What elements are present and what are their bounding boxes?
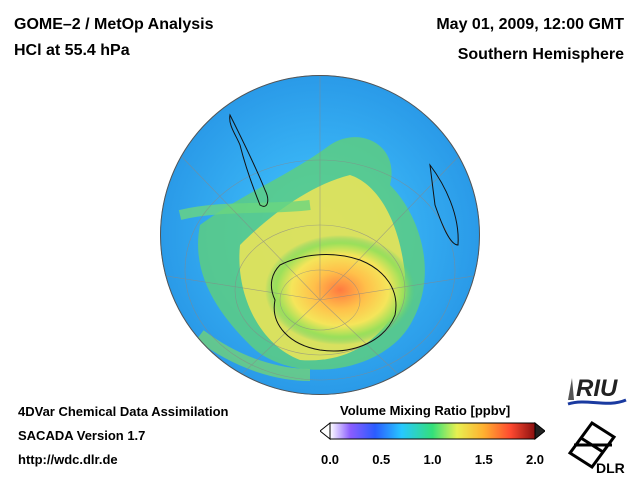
colorbar-tick-label: 1.0 [423, 452, 442, 467]
map-title: GOME–2 / MetOp Analysis [14, 16, 214, 33]
map-date: May 01, 2009, 12:00 GMT [436, 16, 624, 33]
globe-rim [160, 75, 480, 395]
graticule [160, 75, 480, 395]
colorbar-title: Volume Mixing Ratio [ppbv] [340, 403, 511, 418]
colorbar-high-arrow [534, 421, 545, 441]
dlr-logo: DLR [567, 420, 625, 475]
hcl-filament [178, 200, 311, 220]
hcl-filament-south [196, 330, 311, 381]
colorbar-tick-label: 1.5 [474, 452, 493, 467]
colorbar-tick-label: 0.0 [320, 452, 340, 467]
hcl-vortex [265, 235, 415, 345]
south-america-outline [229, 113, 269, 207]
globe-map [160, 75, 480, 395]
antarctica-outline [270, 254, 397, 352]
africa-outline [429, 163, 459, 246]
colorbar-tick-label: 2.0 [525, 452, 545, 467]
colorbar [320, 421, 545, 441]
colorbar-low-arrow [320, 421, 331, 441]
colorbar-tick-label: 0.5 [372, 452, 391, 467]
footer-assimilation: 4DVar Chemical Data Assimilation [18, 404, 229, 419]
footer-version: SACADA Version 1.7 [18, 428, 146, 443]
riu-logo-text: RIU [576, 375, 618, 402]
footer-url: http://wdc.dlr.de [18, 452, 118, 467]
dlr-logo-text: DLR [596, 460, 625, 475]
map-region: Southern Hemisphere [457, 46, 624, 63]
riu-logo: RIU [567, 375, 627, 406]
map-subtitle: HCl at 55.4 hPa [14, 42, 130, 59]
colorbar-ramp [329, 422, 536, 440]
